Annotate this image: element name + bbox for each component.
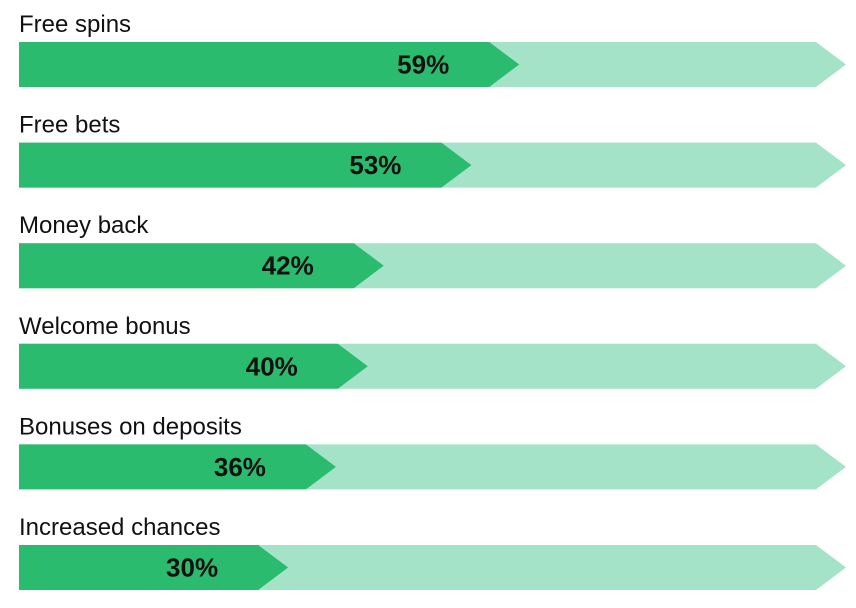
category-label: Money back [19, 212, 149, 239]
bar [19, 42, 520, 87]
data-label: 59% [397, 50, 449, 80]
category-label: Increased chances [19, 514, 220, 541]
bar [19, 545, 289, 590]
data-label: 53% [349, 150, 401, 180]
bar [19, 243, 384, 289]
category-label: Free bets [19, 112, 120, 139]
data-label: 36% [214, 452, 266, 482]
category-label: Bonuses on deposits [19, 413, 242, 440]
bar [19, 444, 336, 490]
data-label: 30% [166, 553, 218, 583]
bar [19, 343, 368, 389]
category-label: Welcome bonus [19, 313, 191, 340]
data-label: 40% [246, 351, 298, 381]
data-label: 42% [262, 251, 314, 281]
category-label: Free spins [19, 11, 131, 38]
bar [19, 142, 472, 188]
